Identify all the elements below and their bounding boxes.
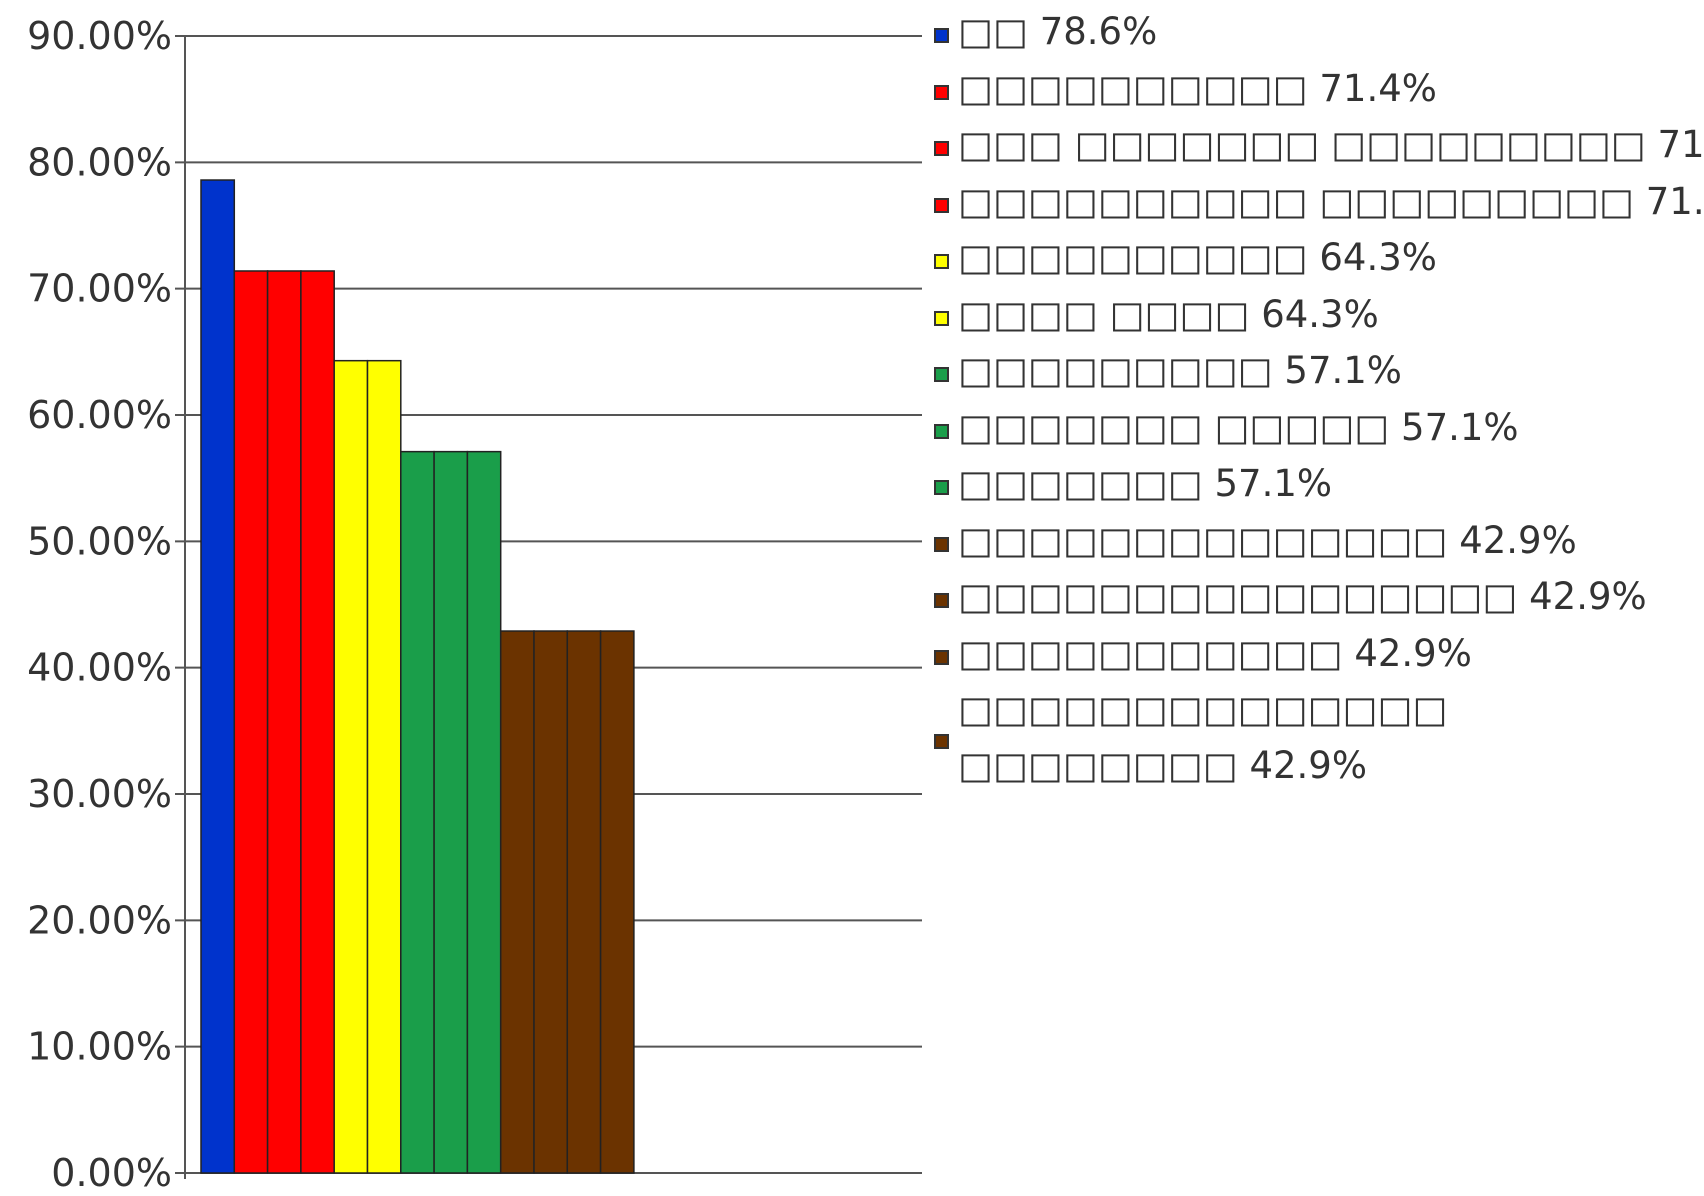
legend-series-name: □□□□□□□□□□□□□□□□ — [958, 575, 1518, 618]
legend-value-label: 42.9% — [1249, 744, 1367, 787]
y-tick-label: 40.00% — [27, 646, 172, 690]
legend-item: □□ 78.6% — [932, 4, 1702, 61]
y-axis: 0.00% 10.00% 20.00% 30.00% 40.00% 50.00% 60.00… — [27, 14, 186, 1195]
legend-swatch — [934, 649, 949, 665]
bar-3 — [266, 270, 302, 1174]
bar-1 — [200, 179, 236, 1174]
legend-item: □□□□□□□□□□ 71.4% — [932, 61, 1702, 118]
legend-series-name: □□□□□□□ □□□□□ — [958, 405, 1390, 449]
bar-10 — [499, 630, 535, 1174]
legend-value-label: 57.1% — [1401, 405, 1519, 449]
y-tick-label: 30.00% — [27, 772, 172, 816]
legend-swatch — [934, 593, 949, 608]
legend-value-label: 64.3% — [1319, 236, 1437, 279]
legend-swatch — [934, 254, 949, 269]
legend-swatch — [934, 141, 949, 156]
legend-swatch — [934, 536, 949, 552]
legend-series-name: □□□□□□□□□□ — [958, 236, 1308, 279]
legend-series-name: □□□□□□□□□□□□□□ □□□□□□□□ — [958, 688, 1448, 787]
bar-6 — [366, 359, 402, 1174]
legend-swatch — [934, 197, 949, 213]
legend-series-name: □□□ □□□□□□□ □□□□□□□□□ — [958, 123, 1646, 166]
legend-value-label: 42.9% — [1459, 518, 1577, 562]
legend-series-name: □□□□□□□□□ — [958, 349, 1273, 392]
y-tick-label: 20.00% — [27, 898, 172, 942]
legend-swatch — [934, 734, 949, 749]
legend-swatch — [934, 28, 949, 43]
legend-value-label: 57.1% — [1284, 349, 1402, 392]
y-tick-label: 60.00% — [27, 393, 172, 437]
legend-series-name: □□□□□□□□□□□ — [958, 631, 1343, 675]
bar-13 — [599, 630, 635, 1174]
legend: □□ 78.6% □□□□□□□□□□ 71.4% □□□ □□□□□□□ □□□□… — [932, 4, 1704, 794]
legend-item: □□□□□□□□□ 57.1% — [932, 343, 1702, 400]
legend-swatch — [934, 423, 949, 439]
legend-swatch — [934, 480, 949, 495]
legend-series-name: □□□□ □□□□ — [958, 292, 1250, 336]
y-tick-label: 80.00% — [27, 140, 172, 184]
bar-8 — [433, 450, 469, 1174]
legend-item: □□□□□□□□□□□□□□ □□□□□□□□ 42.9% — [932, 682, 1702, 794]
legend-series-name: □□□□□□□□□□□□□□ — [958, 518, 1448, 562]
legend-item: □□□□□□□ □□□□□ 57.1% — [932, 400, 1702, 457]
legend-series-name: □□□□□□□□□□ □□□□□□□□□ — [958, 179, 1634, 223]
legend-value-label: 42.9% — [1354, 631, 1472, 675]
legend-item: □□□□□□□□□□ □□□□□□□□□ 71.4% — [932, 174, 1704, 231]
legend-item: □□□ □□□□□□□ □□□□□□□□□ 71.4% — [932, 117, 1704, 174]
bar-7 — [400, 450, 435, 1174]
legend-swatch — [934, 84, 949, 100]
y-tick-label: 70.00% — [27, 267, 172, 311]
bar-5 — [333, 359, 369, 1174]
bar-4 — [300, 270, 335, 1174]
legend-swatch — [934, 367, 949, 382]
legend-item: □□□□ □□□□ 64.3% — [932, 287, 1702, 344]
legend-value-label: 71.4% — [1657, 123, 1704, 166]
legend-item: □□□□□□□□□□ 64.3% — [932, 230, 1702, 287]
bars — [200, 179, 635, 1174]
legend-series-name: □□ — [958, 10, 1028, 53]
legend-value-label: 42.9% — [1529, 575, 1647, 618]
bar-chart: 0.00% 10.00% 20.00% 30.00% 40.00% 50.00% 60.00… — [27, 14, 922, 1195]
bar-9 — [466, 450, 502, 1174]
legend-series-name: □□□□□□□□□□ — [958, 66, 1308, 110]
bar-12 — [566, 630, 602, 1174]
legend-value-label: 64.3% — [1261, 292, 1379, 336]
legend-value-label: 78.6% — [1039, 10, 1158, 53]
legend-value-label: 71.4% — [1645, 179, 1704, 223]
legend-item: □□□□□□□□□□□□□□ 42.9% — [932, 513, 1702, 570]
legend-item: □□□□□□□ 57.1% — [932, 456, 1702, 513]
y-tick-label: 0.00% — [51, 1151, 172, 1195]
bar-11 — [533, 630, 569, 1174]
legend-value-label: 57.1% — [1214, 462, 1333, 505]
bar-2 — [233, 270, 269, 1174]
legend-series-name: □□□□□□□ — [958, 462, 1203, 505]
legend-item: □□□□□□□□□□□ 42.9% — [932, 626, 1702, 683]
y-tick-label: 50.00% — [27, 519, 172, 563]
y-tick-label: 90.00% — [27, 14, 172, 58]
legend-swatch — [934, 310, 949, 326]
legend-value-label: 71.4% — [1319, 66, 1437, 110]
legend-item: □□□□□□□□□□□□□□□□ 42.9% — [932, 569, 1702, 626]
y-tick-label: 10.00% — [27, 1025, 172, 1069]
